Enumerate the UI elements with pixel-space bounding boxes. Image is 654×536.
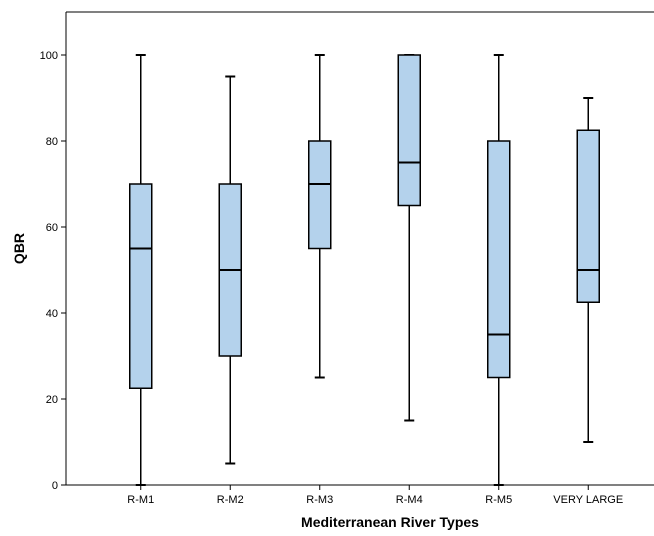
x-tick-label: R-M2 [217, 494, 244, 506]
y-tick-label: 0 [52, 480, 58, 492]
y-tick-label: 100 [40, 50, 58, 62]
x-tick-label: R-M3 [306, 494, 333, 506]
box-r-m4 [397, 54, 421, 422]
x-tick-label: VERY LARGE [553, 494, 623, 506]
iqr-box [397, 54, 421, 207]
y-tick-label: 40 [46, 308, 58, 320]
x-tick-label: R-M5 [485, 494, 512, 506]
y-tick-label: 60 [46, 222, 58, 234]
iqr-box [129, 183, 153, 389]
y-tick-label: 80 [46, 136, 58, 148]
x-tick-label: R-M1 [127, 494, 154, 506]
iqr-box [487, 140, 511, 379]
x-tick-label: R-M4 [396, 494, 423, 506]
box-r-m2 [218, 75, 242, 465]
box-r-m3 [308, 54, 332, 379]
box-r-m1 [129, 54, 153, 486]
iqr-box [576, 129, 600, 303]
x-axis-title: Mediterranean River Types [301, 514, 479, 530]
y-axis-title: QBR [11, 233, 27, 264]
y-tick-label: 20 [46, 394, 58, 406]
box-r-m5 [487, 54, 511, 486]
iqr-box [308, 140, 332, 250]
box-very-large [576, 97, 600, 443]
